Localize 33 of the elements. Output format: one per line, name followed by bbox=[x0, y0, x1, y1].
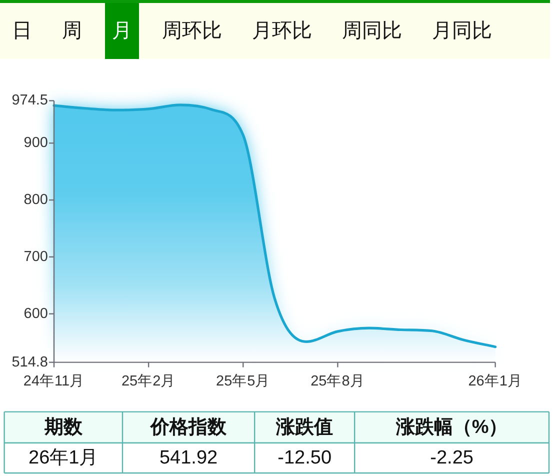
category-label: 月同比 bbox=[432, 20, 492, 42]
category-label: 涨跌幅（%） bbox=[394, 416, 508, 438]
tab: 周同比 bbox=[335, 3, 409, 59]
y-tick-label: 800 bbox=[24, 192, 48, 208]
category-label: 价格指数 bbox=[150, 416, 228, 438]
x-tick-label: 25年8月 bbox=[310, 372, 365, 390]
category-label: 周同比 bbox=[342, 20, 402, 42]
x-tick-label: 26年1月 bbox=[468, 372, 522, 390]
category-label: 周环比 bbox=[162, 20, 222, 42]
y-tick-label: 600 bbox=[24, 306, 48, 322]
y-tick-label: 900 bbox=[24, 135, 48, 152]
y-tick-label: 700 bbox=[24, 248, 48, 265]
y-tick-label: 514.8 bbox=[12, 354, 48, 370]
tab: 月环比 bbox=[245, 3, 319, 59]
text: 541.92 bbox=[159, 447, 218, 468]
text: -12.50 bbox=[278, 447, 332, 468]
tab: 日 bbox=[5, 3, 39, 59]
category-label: 期数 bbox=[43, 416, 84, 438]
tab: 月 bbox=[105, 3, 139, 59]
text: 26年1月 bbox=[28, 447, 98, 468]
category-label: 日 bbox=[12, 20, 32, 42]
category-label: 周 bbox=[62, 20, 82, 42]
category-label: 月环比 bbox=[252, 20, 312, 42]
x-tick-label: 24年11月 bbox=[23, 372, 85, 390]
category-label: 月 bbox=[112, 20, 132, 42]
x-tick-label: 25年2月 bbox=[121, 372, 176, 390]
y-tick-label: 974.5 bbox=[12, 92, 48, 109]
tab: 月同比 bbox=[425, 3, 499, 59]
x-tick-label: 25年5月 bbox=[216, 372, 270, 390]
tab: 周环比 bbox=[155, 3, 229, 59]
tab: 周 bbox=[55, 3, 89, 59]
category-label: 涨跌值 bbox=[275, 416, 334, 438]
text: -2.25 bbox=[430, 447, 474, 468]
